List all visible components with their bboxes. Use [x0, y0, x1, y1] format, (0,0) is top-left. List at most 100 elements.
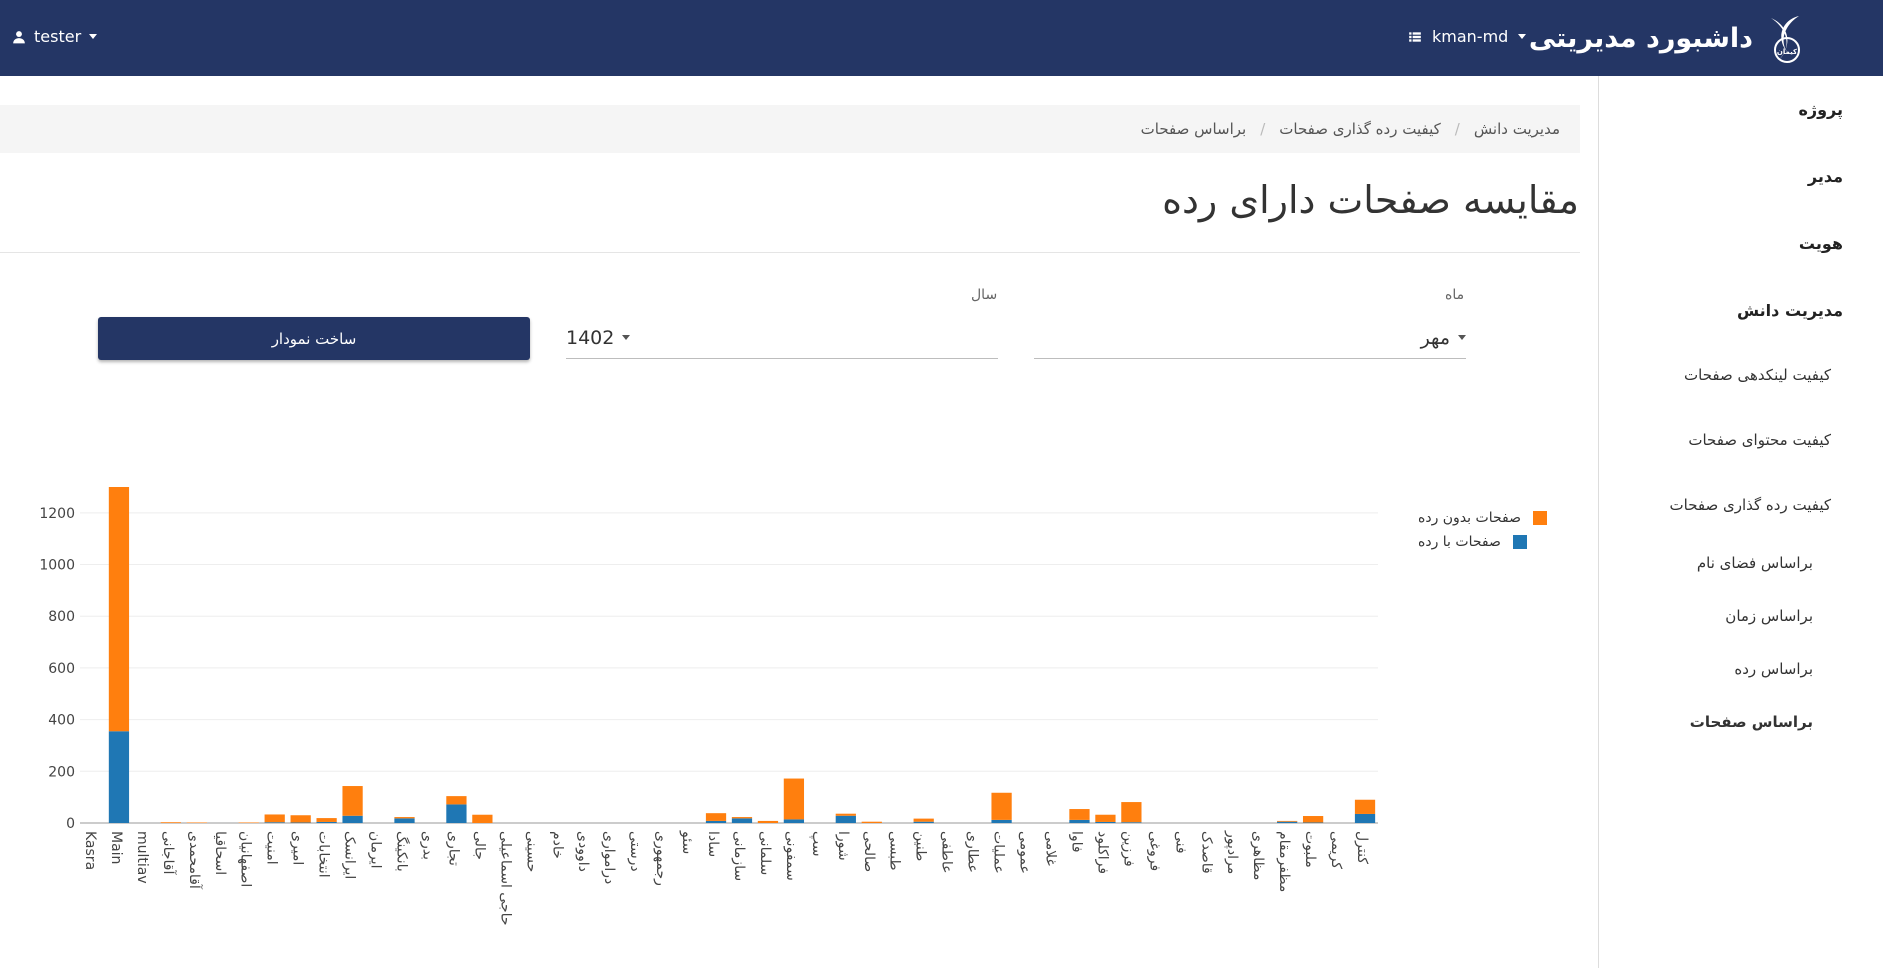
x-tick-label: درستی — [627, 831, 643, 872]
x-tick-label: فنی — [1172, 831, 1188, 854]
sidebar-item-by-pages[interactable]: براساس صفحات — [1689, 713, 1813, 731]
build-chart-button[interactable]: ساخت نمودار — [98, 317, 530, 360]
user-name: tester — [34, 27, 82, 46]
brand[interactable]: کیمان داشبورد مدیریتی — [1529, 10, 1811, 66]
bar-without-category — [1121, 802, 1142, 823]
x-tick-label: ایرانسک — [342, 831, 358, 879]
x-tick-label: قاصدک — [1198, 831, 1214, 874]
legend-swatch-with — [1512, 535, 1527, 549]
bar-without-category — [991, 792, 1012, 820]
y-tick-label: 200 — [48, 764, 75, 780]
legend-item-without[interactable]: صفحات بدون رده — [1418, 506, 1547, 530]
sidebar-item-project[interactable]: پروژه — [1798, 100, 1843, 119]
bar-with-category — [342, 815, 363, 823]
bar-without-category — [264, 814, 285, 823]
bar-without-category — [1277, 820, 1298, 822]
bar-without-category — [1302, 816, 1324, 823]
sidebar-item-by-namespace[interactable]: براساس فضای نام — [1696, 554, 1813, 572]
x-tick-label: فرزین — [1120, 831, 1136, 867]
sidebar-item-knowledge[interactable]: مدیریت دانش — [1737, 301, 1843, 320]
x-tick-label: مظاهری — [1250, 831, 1266, 880]
sidebar-item-content-quality[interactable]: کیفیت محتوای صفحات — [1688, 431, 1831, 449]
x-tick-label: مظفرمقام — [1276, 831, 1292, 892]
chevron-down-icon — [1458, 335, 1466, 340]
year-select[interactable]: 1402 — [566, 317, 998, 359]
month-select[interactable]: مهر — [1034, 317, 1466, 359]
sidebar-item-link-quality[interactable]: کیفیت لینکدهی صفحات — [1684, 366, 1831, 384]
bar-with-category — [835, 815, 856, 823]
x-tick-label: شورا — [835, 831, 851, 861]
stacked-bar-chart: 0 200 400 600 800 1000 1200 Kasra Main multiav آقا… — [39, 487, 1378, 926]
chevron-down-icon — [622, 335, 631, 340]
bar-with-category — [394, 818, 415, 823]
bar-without-category — [731, 817, 753, 819]
x-tick-label: فراکلود — [1094, 831, 1110, 874]
breadcrumb: مدیریت دانش / کیفیت رده گذاری صفحات / بر… — [0, 105, 1580, 153]
x-tick-label: طنین — [913, 831, 929, 861]
y-tick-label: 400 — [48, 713, 75, 729]
x-tick-label: داوودی — [575, 831, 591, 872]
bar-with-category — [290, 822, 311, 823]
bar-without-category — [290, 815, 311, 823]
bar-without-category — [705, 813, 727, 821]
bar-with-category — [1121, 822, 1142, 823]
project-menu[interactable]: kman-md — [1408, 27, 1527, 46]
bar-with-category — [991, 819, 1012, 823]
bar-without-category — [861, 821, 882, 823]
bar-with-category — [1069, 819, 1090, 823]
x-tick-label: عاطفی — [939, 831, 955, 874]
bar-with-category — [705, 820, 727, 823]
x-tick-label: بانکینگ — [394, 831, 411, 872]
bar-without-category — [835, 813, 856, 816]
x-tick-label: امنیت — [264, 831, 280, 865]
bar-without-category — [783, 778, 805, 820]
page-title: مقایسه صفحات دارای رده — [1162, 178, 1579, 222]
bar-with-category — [108, 731, 130, 823]
bar-without-category — [1354, 799, 1376, 814]
x-tick-label: جالی — [471, 831, 487, 860]
y-tick-label: 1200 — [39, 506, 75, 522]
x-tick-label: اسحاقیا — [212, 831, 228, 875]
bar-with-category — [913, 821, 934, 823]
bar-without-category — [1095, 814, 1116, 822]
sidebar-item-by-time[interactable]: براساس زمان — [1725, 607, 1813, 625]
sidebar-item-category-quality[interactable]: کیفیت رده گذاری صفحات — [1669, 496, 1831, 514]
top-navbar: tester kman-md کیمان داشبورد مدیریتی — [0, 0, 1883, 76]
bar-without-category — [160, 822, 181, 823]
x-tick-label: Kasra — [82, 831, 98, 870]
user-menu[interactable]: tester — [12, 27, 98, 46]
breadcrumb-separator: / — [1454, 120, 1460, 138]
bar-without-category — [472, 814, 493, 823]
x-tick-label: درامواری — [601, 831, 617, 884]
month-label: ماه — [1445, 287, 1465, 303]
bar-with-category — [446, 804, 467, 823]
bar-without-category — [446, 796, 467, 805]
y-tick-label: 600 — [48, 661, 75, 677]
bar-without-category — [757, 820, 779, 823]
bar-without-category — [186, 822, 207, 823]
breadcrumb-separator: / — [1260, 120, 1266, 138]
chart-legend: صفحات بدون رده صفحات با رده — [1418, 506, 1547, 554]
x-tick-label: multiav — [134, 831, 150, 884]
breadcrumb-item[interactable]: کیفیت رده گذاری صفحات — [1279, 120, 1441, 138]
x-tick-label: فروغی — [1146, 831, 1162, 871]
x-tick-label: Main — [108, 831, 124, 864]
breadcrumb-item[interactable]: مدیریت دانش — [1473, 120, 1560, 138]
month-value: مهر — [1420, 326, 1450, 349]
x-tick-label: فاوا — [1068, 831, 1084, 853]
sidebar-item-manager[interactable]: مدیر — [1807, 167, 1843, 186]
legend-label-without: صفحات بدون رده — [1418, 510, 1521, 526]
sidebar-item-identity[interactable]: هویت — [1798, 234, 1843, 253]
year-label: سال — [971, 287, 998, 303]
x-tick-label: انتخابات — [316, 831, 332, 878]
bar-without-category — [394, 817, 415, 819]
bar-with-category — [1095, 821, 1116, 823]
legend-item-with[interactable]: صفحات با رده — [1418, 530, 1547, 554]
bar-without-category — [913, 818, 934, 822]
y-tick-label: 0 — [66, 816, 75, 832]
x-tick-label: عملیات — [991, 831, 1007, 874]
chevron-down-icon — [1518, 34, 1527, 39]
bar-with-category — [1354, 813, 1376, 823]
sidebar-item-by-category[interactable]: براساس رده — [1734, 660, 1813, 678]
list-icon — [1409, 31, 1421, 42]
